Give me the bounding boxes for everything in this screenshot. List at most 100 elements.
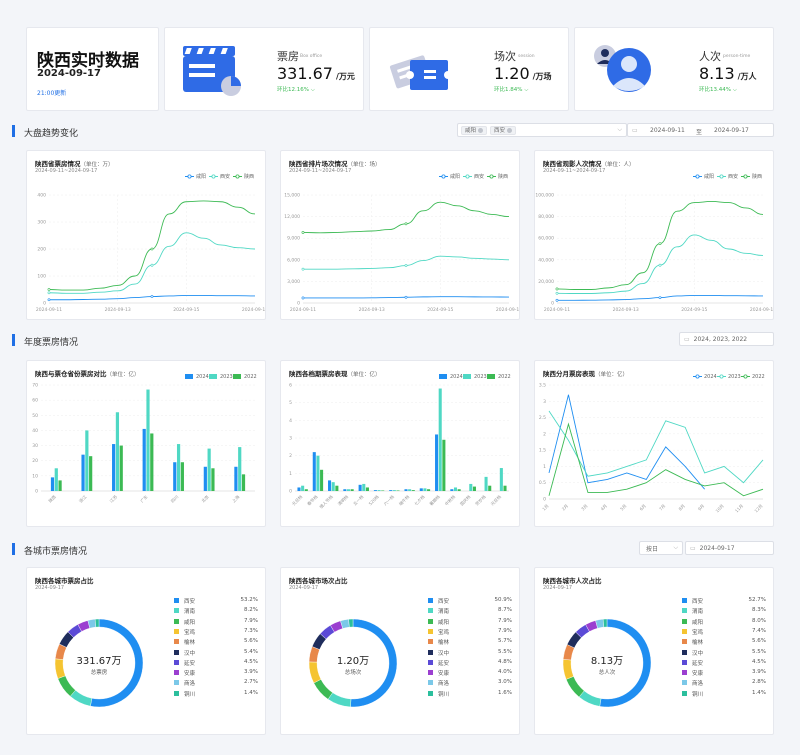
pie-legend-label: 西安 (438, 599, 450, 605)
x-tick-label: 上海 (230, 493, 241, 504)
pie-legend-value: 5.4% (244, 648, 258, 655)
bar (89, 456, 93, 491)
x-tick-label: 2024-09-17 (496, 307, 519, 313)
bar (150, 433, 154, 491)
date-start[interactable]: 2024-09-11 (650, 127, 685, 134)
pie-legend-value: 4.0% (498, 669, 512, 676)
pie-legend-swatch (682, 628, 687, 634)
pie-legend-swatch (682, 659, 687, 665)
pie-legend-swatch (682, 649, 687, 655)
y-tick-label: 1.5 (539, 448, 546, 454)
x-tick-label: 北京 (200, 493, 211, 504)
section-title-city: 各城市票房情况 (24, 547, 88, 557)
x-tick-label: 元旦档 (489, 493, 503, 507)
pie-legend-item: 渭南 8.2% (174, 607, 258, 616)
x-tick-label: 国庆档 (458, 493, 472, 507)
chart-title-text: 陕西与票仓省份票房对比 (35, 370, 107, 378)
chart-svg: 2024 2023 2022 0 10 20 30 40 50 60 70 陕西 浙江 江苏 广东 四川 北京 上… (32, 374, 257, 504)
pie-slice (54, 658, 66, 679)
pie-slice (348, 618, 354, 628)
series-point (555, 287, 559, 291)
bar (377, 490, 381, 491)
pie-legend-label: 延安 (184, 660, 196, 667)
pie-legend-label: 汉中 (184, 650, 196, 657)
pie-legend-item: 宝鸡 7.3% (174, 628, 258, 637)
bar (457, 489, 461, 491)
legend-item: 陕西 (487, 173, 508, 180)
y-tick-label: 0.5 (539, 480, 546, 486)
series-line (302, 255, 510, 270)
pie-legend-value: 50.9% (494, 597, 512, 603)
city-date-picker[interactable]: ▭ 2024-09-17 (685, 541, 774, 555)
kpi-unit: /万场 (532, 72, 552, 81)
pie-legend-item: 西安 53.2% (174, 597, 258, 606)
city-tag[interactable]: 西安 (490, 125, 517, 135)
legend-item: 西安 (463, 173, 484, 180)
pie-legend-label: 安康 (438, 671, 450, 678)
pie-legend-swatch (174, 608, 179, 614)
y-tick-label: 20,000 (538, 279, 554, 285)
pie-center-value: 8.13万 (591, 656, 623, 667)
x-tick-label: 1月 (541, 503, 550, 512)
series-point (404, 222, 408, 226)
series-line (548, 394, 705, 490)
x-tick-label: 8月 (678, 503, 687, 512)
pie-legend-label: 汉中 (692, 650, 704, 657)
pie-legend-value: 5.6% (244, 638, 258, 645)
pie-legend-label: 渭南 (184, 609, 196, 616)
x-tick-label: 7月 (658, 503, 667, 512)
bar (320, 469, 324, 491)
series-point (150, 247, 154, 251)
x-tick-label: 2024-09-13 (105, 307, 131, 313)
pie-legend-swatch (428, 649, 433, 655)
pie-legend-value: 4.8% (498, 658, 512, 665)
pie-legend-swatch (682, 598, 687, 603)
kpi-card-person: 人次 person-time 8.13/万人 环比13.44% ⌵ (574, 27, 774, 111)
pie-legend-item: 咸阳 7.9% (428, 618, 512, 627)
chart-title: 陕西省票房情况（单位：万） (35, 158, 114, 168)
chart-subtitle: 2024-09-17 (35, 585, 65, 591)
trend-down-icon: ⌵ (732, 87, 737, 93)
series-point (404, 295, 408, 299)
kpi-label: 场次 (494, 50, 516, 63)
x-tick-label: 6月 (639, 503, 648, 512)
x-tick-label: 中秋档 (443, 493, 457, 507)
legend-swatch (439, 374, 447, 379)
pie-legend-label: 商洛 (692, 681, 704, 688)
kpi-label: 人次 (699, 50, 721, 63)
legend-label: 西安 (474, 173, 484, 180)
update-time: 21:00更新 (37, 90, 67, 97)
date-range-picker[interactable]: ▭ 2024-09-11 至 2024-09-17 (627, 123, 774, 137)
city-multiselect[interactable]: 咸阳 西安 ⌵ (457, 123, 627, 137)
kpi-value: 8.13 (699, 64, 735, 83)
pie-center-label: 总人次 (599, 668, 616, 676)
city-tag[interactable]: 咸阳 (461, 125, 488, 135)
bar (304, 489, 308, 491)
close-icon (478, 127, 484, 133)
series-point (404, 264, 408, 267)
y-tick-label: 2.5 (539, 415, 546, 421)
bar (373, 490, 377, 491)
bar (365, 487, 369, 491)
calendar-icon: ▭ (684, 335, 690, 343)
bar (119, 445, 123, 491)
bar (312, 452, 316, 491)
chart-svg: 咸阳 西安 陕西 0 20,000 40,000 60,000 80,000 100,000 20… (535, 173, 773, 313)
series-point (47, 298, 51, 302)
y-tick-label: 200 (37, 247, 46, 253)
y-tick-label: 1 (289, 471, 292, 477)
x-tick-label: 七夕档 (412, 493, 426, 507)
bar (335, 485, 339, 491)
legend-label: 西安 (728, 173, 738, 180)
bar (115, 412, 120, 491)
legend-item: 2023 (209, 374, 233, 380)
pie-legend-value: 2.7% (244, 679, 258, 686)
x-tick-label: 2024-09-13 (359, 307, 385, 313)
pie-legend-value: 8.2% (244, 607, 258, 614)
granularity-select[interactable]: 按日 ⌵ (639, 541, 683, 555)
year-picker[interactable]: ▭ 2024, 2023, 2022 (679, 332, 774, 346)
date-end[interactable]: 2024-09-17 (714, 127, 749, 134)
pie-legend-value: 7.3% (244, 627, 258, 634)
person-icon (594, 45, 651, 92)
